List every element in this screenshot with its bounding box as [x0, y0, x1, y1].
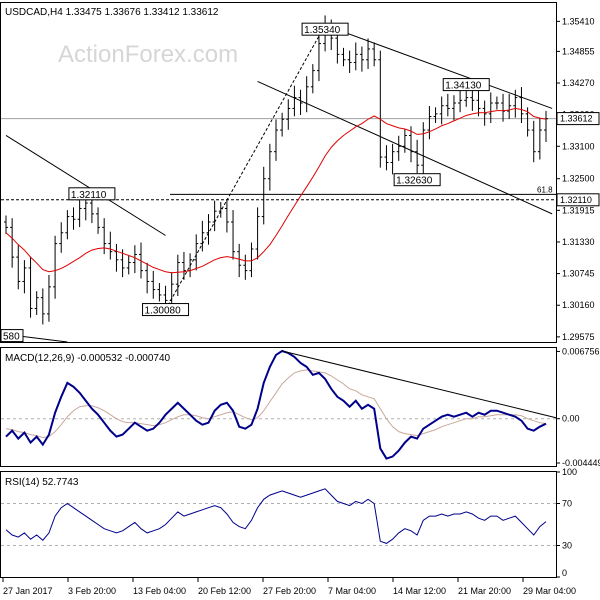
macd-pane [0, 347, 557, 467]
time-tick-label: 21 Mar 20:00 [458, 586, 511, 596]
rsi-pane [0, 471, 557, 578]
rsi-tick-label: 0 [562, 568, 567, 578]
price-label-box [68, 187, 116, 201]
price-label: 1.32630 [396, 176, 433, 187]
price-tick-label: 1.34855 [562, 46, 595, 56]
key-level-label: 1.32110 [560, 195, 592, 205]
time-tick-label: 29 Mar 04:00 [523, 586, 576, 596]
chart-header: USDCAD,H4 1.33475 1.33676 1.33412 1.3361… [5, 7, 219, 18]
time-tick-label: 7 Mar 04:00 [328, 586, 376, 596]
macd-tick-label: -0.004449 [562, 458, 600, 468]
time-tick-label: 27 Jan 2017 [3, 586, 53, 596]
macd-trendline [282, 350, 557, 419]
fib-label: 61.8 [537, 185, 553, 194]
price-tick-label: 1.33100 [562, 141, 595, 151]
price-label-box [393, 173, 441, 187]
price-tick-label: 1.30160 [562, 300, 595, 310]
price-tick-label: 1.31915 [562, 205, 595, 215]
price-tick-label: 1.32500 [562, 174, 595, 184]
price-label-box [442, 78, 490, 92]
price-label-box [301, 22, 349, 36]
rising-dashed-line [165, 24, 326, 310]
rsi-line [5, 488, 547, 544]
price-tick-label: 1.31330 [562, 237, 595, 247]
current-price-label: 1.33612 [560, 114, 593, 124]
time-tick-label: 14 Mar 12:00 [393, 586, 446, 596]
price-tick-label: 1.34270 [562, 78, 595, 88]
channel-top-line [324, 24, 553, 109]
price-tick-label: 1.30745 [562, 269, 595, 279]
macd-tick-label: 0.00 [562, 414, 580, 424]
rsi-tick-label: 100 [562, 467, 577, 477]
price-tick-label: 1.29575 [562, 332, 595, 342]
time-tick-label: 20 Feb 12:00 [198, 586, 251, 596]
macd-line [5, 349, 547, 460]
time-tick-label: 13 Feb 04:00 [133, 586, 186, 596]
rsi-tick-label: 30 [562, 541, 572, 551]
macd-tick-label: 0.006756 [562, 346, 600, 356]
time-tick-label: 27 Feb 20:00 [263, 586, 316, 596]
price-pane [0, 2, 557, 343]
watermark: ActionForex.com [58, 41, 238, 68]
price-label: 1.34130 [445, 81, 482, 92]
price-label: 1.30080 [145, 306, 182, 317]
price-label: 580 [3, 332, 20, 343]
key-level-box [556, 193, 600, 207]
price-label-box [142, 303, 190, 317]
falling-trendline [5, 135, 166, 236]
price-label: 1.35340 [304, 25, 341, 36]
macd-signal-line [5, 369, 547, 439]
current-price-box [556, 112, 600, 126]
moving-average-line [5, 107, 547, 274]
price-label-box [0, 329, 24, 343]
price-tick-label: 1.35410 [562, 16, 595, 26]
rsi-title: RSI(14) 52.7743 [5, 477, 79, 488]
rsi-tick-label: 70 [562, 499, 572, 509]
time-tick-label: 3 Feb 20:00 [68, 586, 116, 596]
macd-title: MACD(12,26,9) -0.000532 -0.000740 [5, 353, 171, 364]
price-label: 1.32110 [71, 190, 107, 201]
